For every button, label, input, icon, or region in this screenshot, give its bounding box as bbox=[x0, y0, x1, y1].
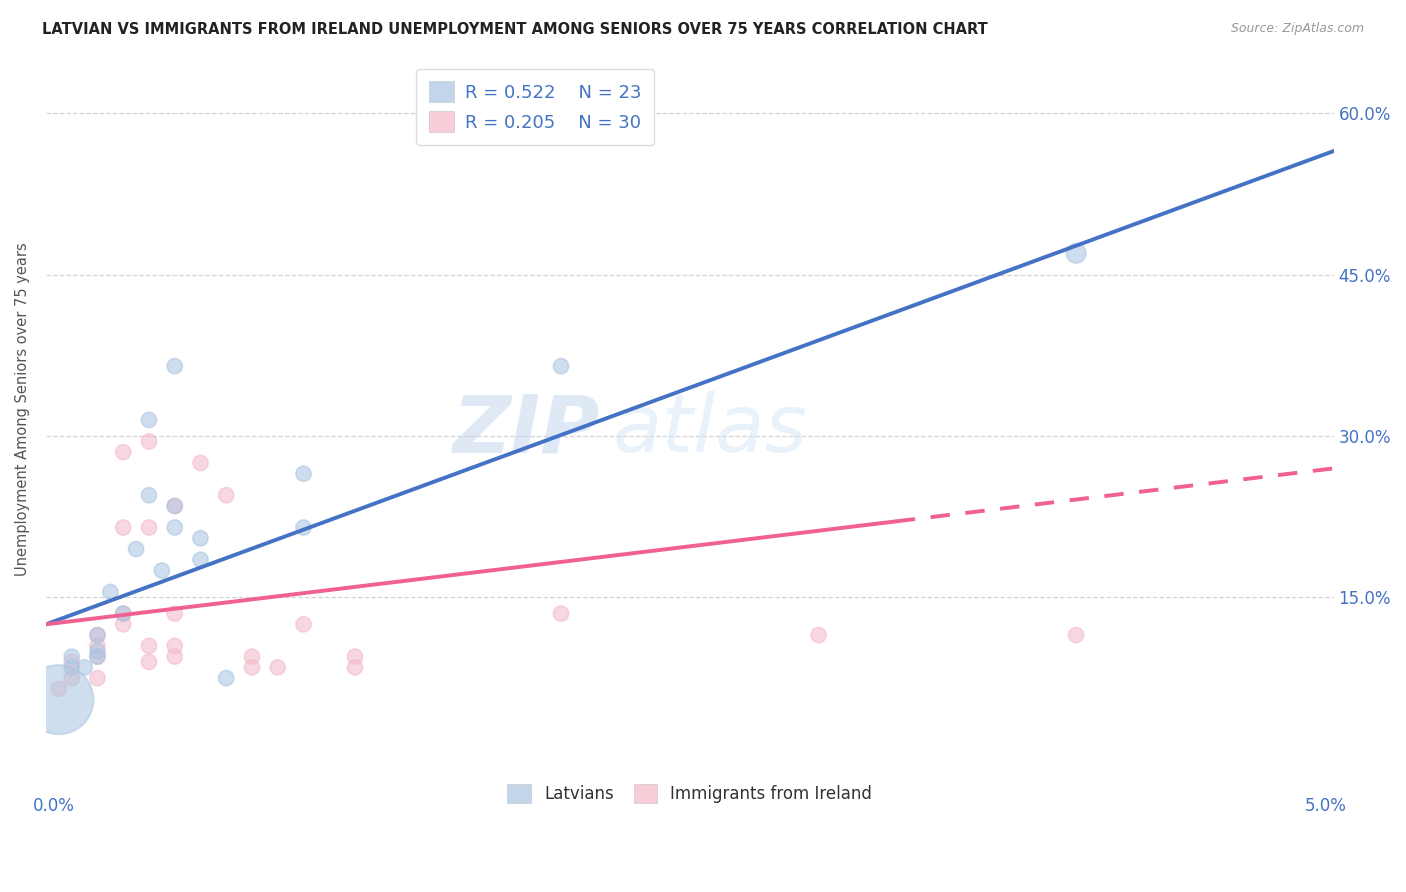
Point bbox=[86, 649, 108, 664]
Point bbox=[98, 585, 121, 599]
Point bbox=[125, 542, 148, 557]
Point bbox=[60, 649, 83, 664]
Point bbox=[807, 628, 830, 642]
Point bbox=[550, 607, 572, 621]
Point bbox=[60, 671, 83, 685]
Text: LATVIAN VS IMMIGRANTS FROM IRELAND UNEMPLOYMENT AMONG SENIORS OVER 75 YEARS CORR: LATVIAN VS IMMIGRANTS FROM IRELAND UNEMP… bbox=[42, 22, 988, 37]
Point bbox=[190, 531, 212, 545]
Point bbox=[60, 660, 83, 674]
Point bbox=[150, 564, 173, 578]
Point bbox=[163, 639, 186, 653]
Point bbox=[215, 671, 238, 685]
Point bbox=[60, 655, 83, 669]
Point bbox=[138, 639, 160, 653]
Point bbox=[292, 520, 315, 534]
Point bbox=[215, 488, 238, 502]
Point bbox=[1064, 246, 1087, 260]
Point bbox=[112, 607, 135, 621]
Point bbox=[138, 488, 160, 502]
Y-axis label: Unemployment Among Seniors over 75 years: Unemployment Among Seniors over 75 years bbox=[15, 243, 30, 576]
Point bbox=[86, 644, 108, 658]
Point bbox=[73, 660, 96, 674]
Point bbox=[112, 520, 135, 534]
Point bbox=[163, 499, 186, 513]
Text: atlas: atlas bbox=[613, 392, 807, 469]
Point bbox=[240, 660, 263, 674]
Point bbox=[343, 649, 366, 664]
Text: ZIP: ZIP bbox=[453, 392, 600, 469]
Legend: Latvians, Immigrants from Ireland: Latvians, Immigrants from Ireland bbox=[498, 774, 883, 814]
Point bbox=[1064, 628, 1087, 642]
Point bbox=[292, 617, 315, 632]
Point bbox=[163, 520, 186, 534]
Point bbox=[138, 655, 160, 669]
Text: 5.0%: 5.0% bbox=[1305, 797, 1347, 815]
Point bbox=[86, 649, 108, 664]
Point bbox=[267, 660, 290, 674]
Point bbox=[138, 413, 160, 427]
Point bbox=[112, 617, 135, 632]
Point bbox=[163, 649, 186, 664]
Point bbox=[190, 553, 212, 567]
Point bbox=[48, 681, 70, 696]
Point bbox=[190, 456, 212, 470]
Point bbox=[112, 445, 135, 459]
Point bbox=[138, 520, 160, 534]
Point bbox=[240, 649, 263, 664]
Text: 0.0%: 0.0% bbox=[34, 797, 75, 815]
Point bbox=[343, 660, 366, 674]
Point bbox=[163, 359, 186, 373]
Point bbox=[86, 671, 108, 685]
Point bbox=[48, 692, 70, 706]
Text: Source: ZipAtlas.com: Source: ZipAtlas.com bbox=[1230, 22, 1364, 36]
Point bbox=[86, 639, 108, 653]
Point bbox=[292, 467, 315, 481]
Point bbox=[163, 499, 186, 513]
Point bbox=[112, 607, 135, 621]
Point bbox=[138, 434, 160, 449]
Point bbox=[86, 628, 108, 642]
Point bbox=[550, 359, 572, 373]
Point bbox=[86, 628, 108, 642]
Point bbox=[163, 607, 186, 621]
